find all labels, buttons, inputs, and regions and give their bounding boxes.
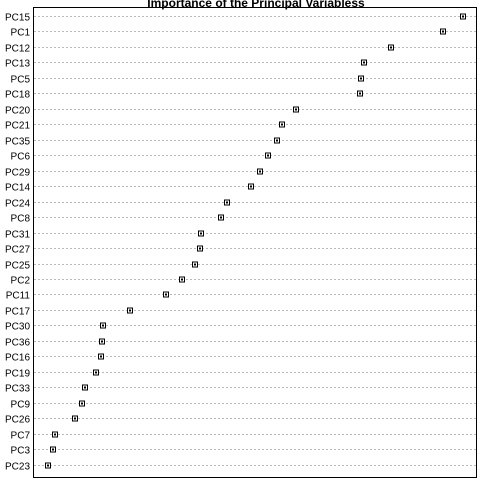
y-tick-label-pc7: PC7 <box>11 431 31 442</box>
point-pc11 <box>163 291 169 298</box>
point-pc25 <box>192 261 198 268</box>
y-tick-label-pc30: PC30 <box>5 322 30 333</box>
y-tick-label-pc3: PC3 <box>11 446 31 457</box>
y-tick-labels: PC15 PC1 PC12 PC13 PC5 PC18 PC20 PC21 PC35 PC6 PC2… <box>5 13 30 473</box>
point-pc5 <box>358 75 364 82</box>
point-pc1 <box>440 28 446 35</box>
y-tick-label-pc20: PC20 <box>5 106 30 117</box>
point-pc12 <box>388 44 394 51</box>
point-pc33 <box>82 384 88 391</box>
grid-lines <box>34 16 476 466</box>
point-pc3 <box>50 446 56 453</box>
point-pc35 <box>274 137 280 144</box>
point-pc24 <box>224 199 230 206</box>
y-tick-label-pc6: PC6 <box>11 152 31 163</box>
plot-frame <box>33 7 477 478</box>
point-pc17 <box>127 307 133 314</box>
y-tick-label-pc35: PC35 <box>5 137 30 148</box>
point-pc23 <box>45 462 51 469</box>
point-pc30 <box>100 322 106 329</box>
point-pc19 <box>93 369 99 376</box>
data-points <box>45 13 466 469</box>
y-tick-label-pc24: PC24 <box>5 199 30 210</box>
y-tick-label-pc27: PC27 <box>5 245 30 256</box>
point-pc8 <box>218 214 224 221</box>
point-pc26 <box>72 415 78 422</box>
point-pc20 <box>293 106 299 113</box>
y-tick-label-pc21: PC21 <box>5 121 30 132</box>
point-pc6 <box>265 152 271 159</box>
y-tick-label-pc19: PC19 <box>5 369 30 380</box>
y-tick-label-pc13: PC13 <box>5 59 30 70</box>
y-tick-label-pc2: PC2 <box>11 276 31 287</box>
chart-title: Importance of the Principal Variabless <box>147 0 365 10</box>
point-pc29 <box>257 168 263 175</box>
y-tick-label-pc33: PC33 <box>5 384 30 395</box>
point-pc13 <box>361 59 367 66</box>
point-pc15 <box>460 13 466 20</box>
y-tick-label-pc31: PC31 <box>5 230 30 241</box>
y-tick-label-pc8: PC8 <box>11 214 31 225</box>
y-tick-label-pc26: PC26 <box>5 415 30 426</box>
y-tick-label-pc12: PC12 <box>5 44 30 55</box>
y-tick-label-pc5: PC5 <box>11 75 31 86</box>
y-tick-label-pc36: PC36 <box>5 338 30 349</box>
y-tick-label-pc15: PC15 <box>5 13 30 24</box>
point-pc18 <box>357 90 363 97</box>
point-pc9 <box>79 400 85 407</box>
point-pc14 <box>248 183 254 190</box>
y-tick-label-pc23: PC23 <box>5 462 30 473</box>
point-pc16 <box>98 353 104 360</box>
point-pc27 <box>197 245 203 252</box>
y-tick-label-pc1: PC1 <box>11 28 31 39</box>
y-tick-label-pc14: PC14 <box>5 183 30 194</box>
y-tick-label-pc16: PC16 <box>5 353 30 364</box>
point-pc2 <box>179 276 185 283</box>
y-tick-label-pc25: PC25 <box>5 261 30 272</box>
point-pc21 <box>279 121 285 128</box>
y-tick-label-pc9: PC9 <box>11 400 31 411</box>
point-pc31 <box>198 230 204 237</box>
y-tick-label-pc17: PC17 <box>5 307 30 318</box>
y-tick-label-pc11: PC11 <box>6 291 31 302</box>
point-pc36 <box>99 338 105 345</box>
point-pc7 <box>52 431 58 438</box>
y-tick-label-pc29: PC29 <box>5 168 30 179</box>
y-tick-label-pc18: PC18 <box>5 90 30 101</box>
